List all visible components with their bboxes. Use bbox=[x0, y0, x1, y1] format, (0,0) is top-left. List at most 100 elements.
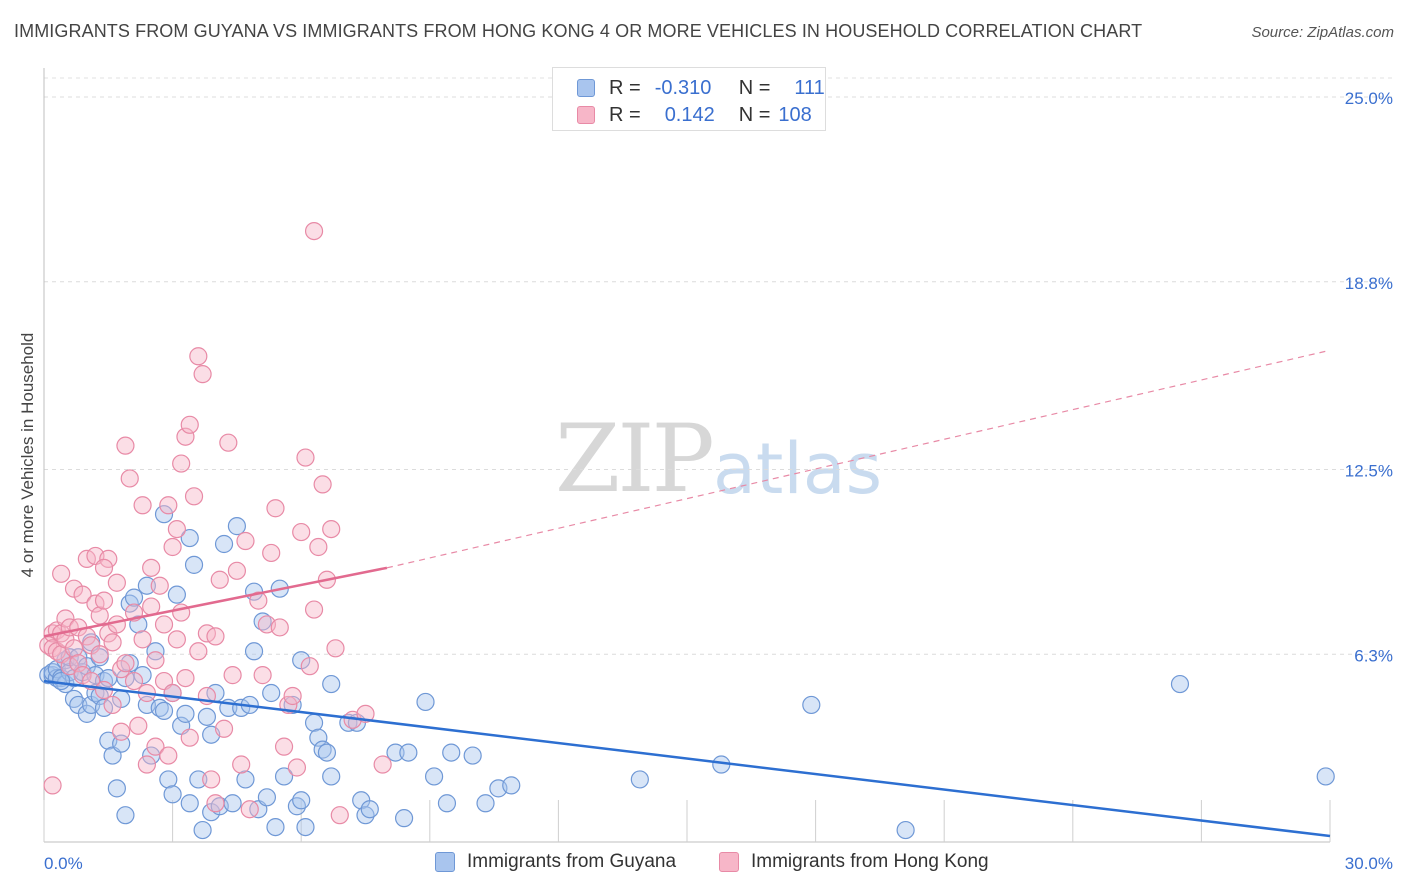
point-hongkong bbox=[172, 454, 191, 473]
point-hongkong bbox=[262, 543, 281, 563]
point-guyana bbox=[214, 534, 234, 554]
point-guyana bbox=[317, 743, 337, 762]
point-guyana bbox=[189, 770, 208, 789]
point-hongkong bbox=[249, 591, 268, 610]
point-guyana bbox=[442, 743, 461, 762]
point-hongkong bbox=[206, 794, 225, 813]
point-hongkong bbox=[142, 558, 161, 577]
point-guyana bbox=[129, 615, 148, 634]
point-guyana bbox=[1316, 767, 1335, 786]
legend-swatch-hongkong bbox=[577, 106, 595, 124]
point-hongkong bbox=[236, 531, 255, 551]
legend-n-label: N = bbox=[738, 76, 771, 99]
point-guyana bbox=[257, 788, 277, 807]
point-guyana bbox=[137, 576, 156, 595]
point-hongkong bbox=[189, 347, 208, 366]
point-hongkong bbox=[309, 537, 328, 557]
point-hongkong bbox=[52, 564, 71, 583]
point-guyana bbox=[476, 794, 495, 813]
point-hongkong bbox=[124, 671, 144, 691]
point-hongkong bbox=[219, 433, 238, 452]
point-hongkong bbox=[202, 770, 221, 789]
point-hongkong bbox=[137, 755, 156, 774]
point-guyana bbox=[154, 505, 174, 524]
point-guyana bbox=[227, 517, 246, 536]
point-hongkong bbox=[112, 722, 131, 741]
point-hongkong bbox=[176, 427, 195, 446]
point-hongkong bbox=[73, 585, 92, 604]
point-guyana bbox=[236, 770, 255, 789]
point-hongkong bbox=[43, 776, 62, 795]
point-hongkong bbox=[189, 642, 208, 661]
point-guyana bbox=[416, 692, 435, 712]
point-hongkong bbox=[227, 561, 246, 580]
point-guyana bbox=[116, 806, 135, 825]
point-guyana bbox=[124, 588, 144, 607]
point-hongkong bbox=[253, 666, 272, 685]
point-guyana bbox=[193, 820, 212, 840]
point-hongkong bbox=[180, 415, 199, 434]
point-hongkong bbox=[116, 654, 135, 673]
trendline-guyana bbox=[43, 679, 1331, 838]
point-guyana bbox=[184, 555, 204, 574]
y-tick-label: 18.8% bbox=[1345, 274, 1393, 293]
bottom-legend-label-hongkong: Immigrants from Hong Kong bbox=[751, 851, 989, 872]
point-hongkong bbox=[180, 728, 199, 747]
point-guyana bbox=[630, 770, 649, 789]
point-guyana bbox=[274, 767, 294, 786]
point-guyana bbox=[52, 671, 71, 691]
point-guyana bbox=[176, 704, 195, 723]
point-hongkong bbox=[330, 806, 349, 825]
point-guyana bbox=[437, 794, 457, 813]
point-guyana bbox=[167, 585, 186, 604]
point-guyana bbox=[197, 707, 216, 726]
point-hongkong bbox=[304, 222, 324, 241]
point-guyana bbox=[244, 642, 264, 661]
point-guyana bbox=[304, 713, 324, 732]
point-hongkong bbox=[240, 800, 259, 819]
point-guyana bbox=[309, 728, 328, 747]
x-tick-label: 30.0% bbox=[1345, 854, 1393, 873]
bottom-legend-guyana: Immigrants from Guyana bbox=[435, 851, 676, 873]
point-hongkong bbox=[326, 639, 345, 658]
point-guyana bbox=[463, 746, 482, 765]
point-hongkong bbox=[163, 537, 182, 557]
point-hongkong bbox=[107, 573, 126, 592]
point-hongkong bbox=[287, 758, 307, 777]
chart-title: IMMIGRANTS FROM GUYANA VS IMMIGRANTS FRO… bbox=[14, 21, 1143, 41]
point-guyana bbox=[386, 743, 405, 762]
point-hongkong bbox=[167, 630, 186, 649]
y-tick-label: 12.5% bbox=[1345, 462, 1393, 481]
legend-n-value: 111 bbox=[794, 76, 825, 99]
point-hongkong bbox=[163, 683, 182, 703]
point-hongkong bbox=[150, 576, 169, 595]
point-hongkong bbox=[210, 570, 229, 589]
point-hongkong bbox=[103, 633, 122, 652]
correlation-legend: R = -0.310 N = 111 R = 0.142 N = 108 bbox=[552, 67, 826, 131]
point-guyana bbox=[802, 695, 821, 715]
point-guyana bbox=[107, 779, 126, 798]
point-hongkong bbox=[223, 666, 242, 685]
x-tick-label: 0.0% bbox=[44, 854, 83, 873]
point-hongkong bbox=[146, 737, 165, 756]
point-guyana bbox=[1170, 674, 1190, 694]
y-tick-label: 6.3% bbox=[1354, 646, 1393, 665]
point-hongkong bbox=[232, 755, 251, 774]
point-guyana bbox=[322, 767, 341, 786]
point-hongkong bbox=[133, 630, 152, 649]
watermark-zip: ZIP bbox=[555, 405, 715, 514]
point-hongkong bbox=[154, 615, 174, 634]
legend-row-hongkong: R = 0.142 N = 108 bbox=[577, 103, 812, 127]
chart-source: Source: ZipAtlas.com bbox=[1251, 24, 1394, 41]
point-hongkong bbox=[90, 645, 109, 664]
point-hongkong bbox=[116, 436, 135, 455]
point-guyana bbox=[394, 809, 414, 828]
bottom-legend-hongkong: Immigrants from Hong Kong bbox=[719, 851, 989, 873]
point-hongkong bbox=[296, 448, 315, 467]
legend-r-value: -0.310 bbox=[654, 76, 712, 99]
point-guyana bbox=[292, 791, 311, 810]
point-hongkong bbox=[206, 627, 225, 646]
point-guyana bbox=[159, 770, 178, 789]
point-hongkong bbox=[120, 469, 139, 488]
point-guyana bbox=[424, 767, 444, 786]
